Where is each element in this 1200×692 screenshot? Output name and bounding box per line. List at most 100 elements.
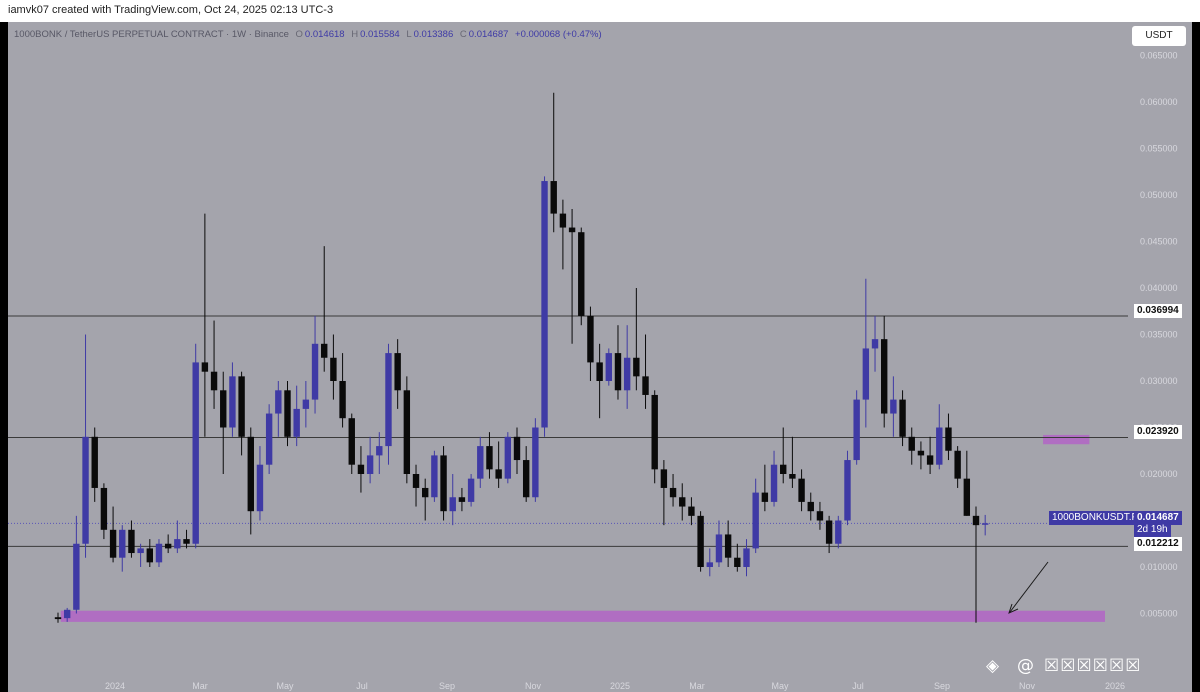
candle [541,176,548,437]
candle [155,539,163,567]
candle [798,469,805,512]
candle-body [679,497,686,507]
candle [128,520,135,558]
candle-body [715,534,723,563]
candle [82,334,89,558]
y-tick-label: 0.045000 [1140,237,1178,247]
y-tick-label: 0.035000 [1140,330,1178,340]
candle-body [311,343,319,400]
candle [816,501,824,530]
candle-body [449,497,456,512]
candle [825,515,833,554]
candle [385,343,392,465]
x-tick-label: Sep [439,681,455,691]
support-zone [1043,434,1090,445]
candle-body [945,427,952,451]
candle [449,474,456,526]
ticker-tag: 1000BONKUSDT.P [1049,511,1142,525]
candle-body [366,455,374,474]
candle-body [293,408,300,437]
candle [743,539,750,577]
candle-body [605,353,612,381]
candle-body [495,469,502,479]
candle-body [486,446,493,470]
candle-body [403,390,411,474]
candle [963,450,971,516]
annotation-layer [1008,561,1049,614]
candle-body [780,464,787,474]
candle [605,348,612,386]
candle-body [128,529,135,554]
candle-body [73,543,80,610]
candle [275,381,282,437]
candle-body [798,478,805,502]
candle-body [890,399,897,414]
credit-text: iamvk07 created with TradingView.com, Oc… [8,4,334,16]
candle [183,529,190,549]
watermark-at: @ [1017,656,1034,676]
candle [174,520,181,554]
legend-open: 0.014618 [304,29,345,40]
candle-body [789,474,796,479]
candle-body [541,181,548,428]
candle-body [357,464,365,474]
candle-body [568,227,576,233]
candle [853,390,860,465]
candle [119,525,126,572]
candle [908,427,915,465]
price-tag-top: 0.036994 [1134,304,1182,318]
candle-body [192,362,199,544]
candle-body [412,474,420,488]
y-tick-label: 0.040000 [1140,283,1178,293]
candle [972,506,980,623]
legend-change: +0.000068 (+0.47%) [515,29,602,40]
candle [890,376,897,437]
x-tick-label: Jul [356,681,368,691]
candle [981,514,989,536]
candle [917,441,925,470]
candle [210,320,218,409]
candle-body [963,478,971,516]
candle [844,450,851,526]
candle [715,520,723,567]
y-tick-label: 0.010000 [1140,562,1178,572]
y-tick-label: 0.060000 [1140,97,1178,107]
legend-close-label: C [459,29,467,40]
candle-body [385,353,392,447]
candle-body [761,492,769,502]
candle-body [146,548,153,563]
candle [789,436,796,488]
y-tick-label: 0.030000 [1140,376,1178,386]
currency-button[interactable]: USDT [1132,26,1186,46]
candle-body [981,523,989,525]
candle [256,446,264,521]
candle-body [155,543,163,563]
candle-body [174,539,181,549]
candle-body [91,436,98,488]
candle-body [743,548,750,567]
candle-body [265,413,273,465]
candle [807,492,814,521]
legend-open-label: O [295,29,303,40]
candle-body [137,548,144,554]
candle-body [550,181,557,214]
x-tick-label: Mar [689,681,705,691]
y-tick-label: 0.050000 [1140,190,1178,200]
candle [697,511,704,572]
candle [431,450,438,502]
candle-body [109,529,117,558]
candle [871,315,879,372]
candle-body [504,436,512,479]
candle-body [578,232,585,316]
header-bar: iamvk07 created with TradingView.com, Oc… [0,0,1200,22]
x-tick-label: May [771,681,789,691]
candle [660,460,668,526]
candle-body [513,436,521,461]
candle-body [440,455,447,512]
candle-body [477,446,484,479]
y-tick-label: 0.020000 [1140,469,1178,479]
candle [522,446,530,502]
axis-layer: 0.0050000.0100000.0150000.0200000.025000… [105,51,1178,692]
candle-body [339,381,346,419]
